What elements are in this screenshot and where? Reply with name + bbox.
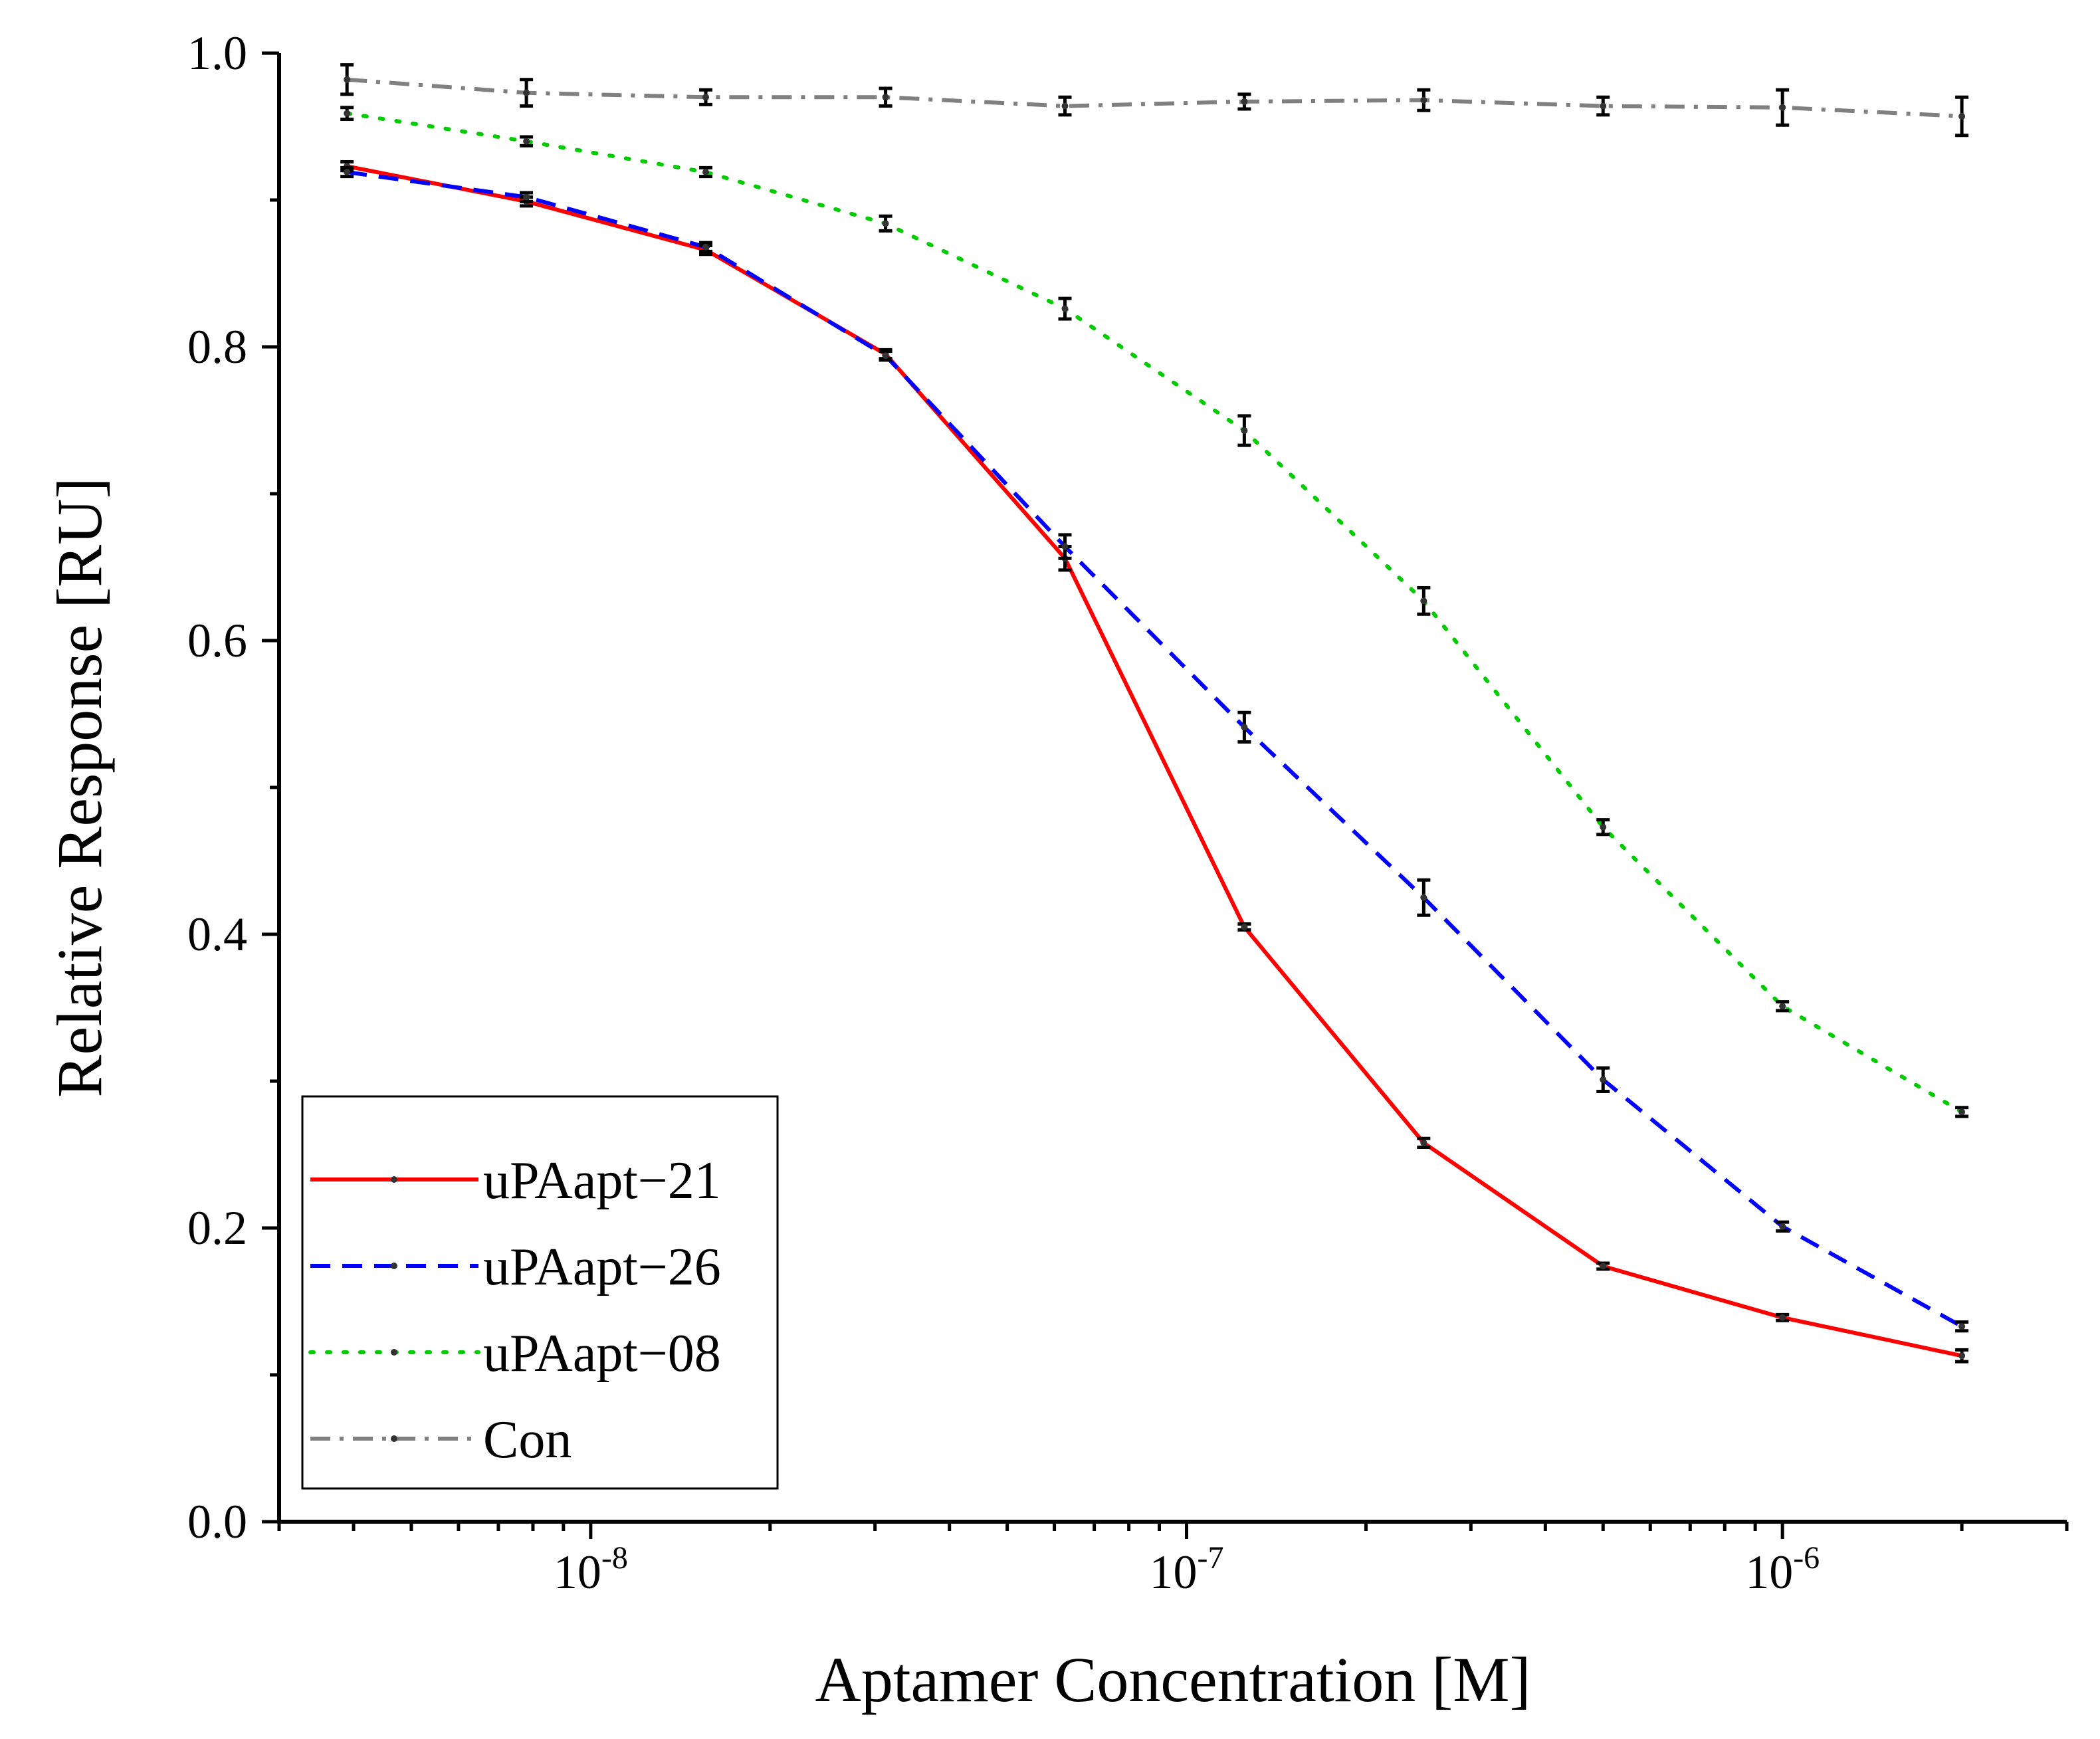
data-point-3-7 bbox=[1600, 102, 1607, 110]
y-tick-label: 0.8 bbox=[187, 320, 247, 373]
data-point-1-6 bbox=[1420, 894, 1427, 901]
series-line-2 bbox=[345, 111, 1964, 1114]
data-point-2-1 bbox=[523, 138, 530, 145]
data-point-1-9 bbox=[1958, 1323, 1966, 1330]
data-point-1-1 bbox=[523, 193, 530, 201]
data-point-3-5 bbox=[1241, 98, 1248, 105]
data-point-2-8 bbox=[1779, 1003, 1786, 1010]
legend-label-3: Con bbox=[483, 1411, 572, 1469]
data-point-0-8 bbox=[1779, 1314, 1786, 1321]
legend-marker-0 bbox=[391, 1176, 397, 1183]
series-line-0 bbox=[346, 164, 1962, 1358]
x-tick-base: 10 bbox=[1150, 1546, 1198, 1599]
data-point-1-5 bbox=[1241, 724, 1248, 731]
legend-label-2: uPAapt−08 bbox=[483, 1324, 721, 1383]
data-point-3-8 bbox=[1779, 104, 1786, 111]
legend-marker-2 bbox=[391, 1349, 397, 1356]
x-tick-label: 10-6 bbox=[1745, 1540, 1820, 1599]
plot-area bbox=[340, 63, 1969, 1364]
y-axis-title: Relative Response [RU] bbox=[44, 477, 115, 1097]
legend-box bbox=[301, 1095, 779, 1490]
data-point-2-6 bbox=[1420, 597, 1427, 605]
data-point-2-0 bbox=[344, 110, 351, 117]
series-line-3 bbox=[346, 77, 1962, 118]
data-point-0-9 bbox=[1958, 1352, 1966, 1360]
x-tick-exponent: -8 bbox=[601, 1540, 628, 1576]
legend-marker-1 bbox=[391, 1263, 397, 1269]
x-tick-exponent: -6 bbox=[1793, 1540, 1820, 1576]
data-point-2-5 bbox=[1241, 427, 1248, 434]
x-tick-label: 10-8 bbox=[554, 1540, 628, 1599]
data-point-2-9 bbox=[1958, 1108, 1966, 1116]
series-line-1 bbox=[346, 170, 1963, 1328]
y-tick-label: 0.4 bbox=[187, 908, 247, 961]
axes: 0.00.20.40.60.81.010-8 10-7 10-6 bbox=[187, 27, 2069, 1599]
y-tick-label: 0.2 bbox=[187, 1201, 247, 1255]
data-point-3-1 bbox=[523, 89, 530, 96]
data-point-1-7 bbox=[1600, 1076, 1607, 1083]
data-point-3-3 bbox=[882, 94, 889, 101]
data-point-1-2 bbox=[702, 243, 710, 251]
y-tick-label: 0.6 bbox=[187, 614, 247, 667]
y-tick-label: 1.0 bbox=[187, 27, 247, 80]
data-point-1-4 bbox=[1061, 543, 1069, 550]
data-point-2-3 bbox=[882, 220, 889, 227]
legend-label-0: uPAapt−21 bbox=[483, 1152, 721, 1210]
data-point-1-0 bbox=[344, 169, 351, 176]
data-point-3-6 bbox=[1420, 96, 1427, 104]
x-tick-base: 10 bbox=[554, 1546, 601, 1599]
data-point-1-3 bbox=[882, 352, 889, 359]
data-point-0-7 bbox=[1600, 1263, 1607, 1270]
data-point-0-5 bbox=[1241, 923, 1248, 930]
y-tick-label: 0.0 bbox=[187, 1495, 247, 1548]
x-tick-label: 10-7 bbox=[1150, 1540, 1224, 1599]
legend-label-1: uPAapt−26 bbox=[483, 1238, 721, 1296]
data-point-3-2 bbox=[702, 94, 710, 101]
legend: uPAapt−21 uPAapt−26 uPAapt−08 Con bbox=[301, 1095, 779, 1490]
data-point-3-9 bbox=[1958, 113, 1966, 120]
x-tick-base: 10 bbox=[1745, 1546, 1793, 1599]
data-point-0-6 bbox=[1420, 1139, 1427, 1146]
data-point-1-8 bbox=[1779, 1223, 1786, 1230]
legend-marker-3 bbox=[391, 1435, 397, 1442]
x-tick-exponent: -7 bbox=[1198, 1540, 1224, 1576]
data-point-2-7 bbox=[1600, 823, 1607, 831]
data-point-2-4 bbox=[1061, 305, 1069, 312]
data-point-3-0 bbox=[344, 76, 351, 83]
data-point-3-4 bbox=[1061, 102, 1069, 110]
data-point-2-2 bbox=[702, 169, 710, 176]
x-axis-title: Aptamer Concentration [M] bbox=[815, 1644, 1531, 1715]
